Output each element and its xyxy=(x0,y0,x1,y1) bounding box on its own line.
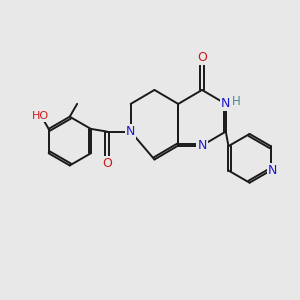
Text: N: N xyxy=(268,164,277,177)
Text: H: H xyxy=(232,95,241,108)
Text: N: N xyxy=(221,98,230,110)
Text: N: N xyxy=(197,139,207,152)
Text: O: O xyxy=(102,157,112,170)
Text: N: N xyxy=(126,125,135,138)
Text: O: O xyxy=(197,51,207,64)
Text: HO: HO xyxy=(32,111,49,121)
